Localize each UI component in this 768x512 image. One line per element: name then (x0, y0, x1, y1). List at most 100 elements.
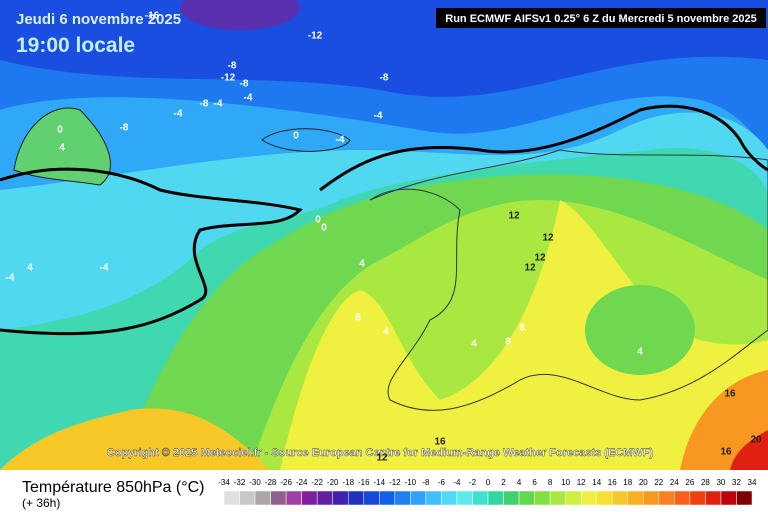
colorbar-tick-label: 10 (561, 478, 570, 487)
colorbar-cell (658, 490, 675, 506)
colorbar-tick-label: -26 (280, 478, 292, 487)
contour-label: 0 (57, 125, 63, 136)
legend-title: Température 850hPa (°C) (22, 479, 204, 496)
colorbar-cell (425, 490, 442, 506)
contour-label: 4 (471, 339, 477, 350)
colorbar-tick-label: -12 (389, 478, 401, 487)
contour-label: 20 (750, 435, 762, 446)
contour-label: 12 (542, 233, 554, 244)
colorbar-cell (689, 490, 706, 506)
colorbar-tick-label: 26 (685, 478, 694, 487)
contour-label: 4 (637, 347, 643, 358)
colorbar-tick-label: 16 (608, 478, 617, 487)
colorbar-tick-label: 28 (701, 478, 710, 487)
colorbar-cell (611, 490, 629, 506)
colorbar-cell (363, 490, 380, 506)
colorbar-tick-label: -30 (249, 478, 261, 487)
contour-label: -4 (100, 263, 109, 274)
colorbar-cell (347, 490, 365, 506)
contour-label: -8 (200, 99, 209, 110)
hot-region (0, 408, 270, 470)
colorbar-tick-label: 2 (501, 478, 506, 487)
colorbar-cell (565, 490, 582, 506)
contour-label: 16 (434, 437, 446, 448)
contour-label: 0 (315, 215, 321, 226)
contour-label: 4 (359, 259, 365, 270)
colorbar-cell (270, 490, 287, 506)
contour-label: -8 (120, 123, 129, 134)
colorbar-tick-label: -10 (405, 478, 417, 487)
contour-label: 12 (534, 253, 546, 264)
hot-region (730, 430, 768, 470)
mild-region (585, 285, 695, 375)
contour-label: -4 (374, 111, 383, 122)
contour-label: -4 (336, 135, 345, 146)
colorbar-tick-label: 34 (748, 478, 757, 487)
forecast-date: Jeudi 6 novembre 2025 (16, 11, 181, 28)
colorbar-cell (394, 490, 411, 506)
coastline (369, 149, 768, 411)
colorbar-tick-label: 6 (532, 478, 537, 487)
contour-label: -12 (308, 31, 323, 42)
copyright: Copyright © 2025 Meteociel.fr - Source E… (107, 447, 654, 459)
colorbar-tick-label: 22 (654, 478, 663, 487)
colorbar-tick-label: 32 (732, 478, 741, 487)
colorbar-tick-label: -6 (438, 478, 446, 487)
colorbar-tick-label: -14 (374, 478, 386, 487)
colorbar-cell (441, 490, 458, 506)
colorbar-tick-label: -8 (422, 478, 430, 487)
greenland (13, 107, 111, 186)
colorbar-cell (705, 490, 722, 506)
colorbar-tick-label: 14 (592, 478, 601, 487)
contour-label: 8 (519, 323, 525, 334)
colorbar-cell (736, 490, 753, 506)
contour-label: -12 (221, 73, 236, 84)
colorbar-cell (332, 490, 349, 506)
contour-label: -8 (240, 79, 249, 90)
colorbar-cell (239, 490, 256, 506)
colorbar-cell (580, 490, 597, 506)
colorbar-tick-label: -16 (358, 478, 370, 487)
colorbar-tick-label: -4 (453, 478, 461, 487)
colorbar-tick-label: 30 (716, 478, 725, 487)
contour-label: 4 (383, 327, 389, 338)
contour-label: -8 (380, 73, 389, 84)
contour-label: 12 (524, 263, 536, 274)
colorbar-cell (674, 490, 691, 506)
colorbar-tick-label: 4 (517, 478, 522, 487)
colorbar-tick-label: -24 (296, 478, 308, 487)
contour-label: 8 (505, 337, 511, 348)
contour-label: 16 (724, 389, 736, 400)
colorbar-cell (316, 490, 333, 506)
colorbar-cell (518, 490, 535, 506)
run-box (436, 8, 766, 28)
colorbar-tick-label: 24 (670, 478, 679, 487)
colorbar-cell (596, 490, 613, 506)
colorbar-tick-label: 20 (639, 478, 648, 487)
colorbar-cell (720, 490, 737, 506)
contour-label: -16 (145, 11, 160, 22)
colorbar-cell (549, 490, 566, 506)
colorbar-cell (410, 490, 427, 506)
colorbar-cell (472, 490, 489, 506)
contour-label: 8 (355, 313, 361, 324)
contour-label: 16 (720, 447, 732, 458)
colorbar-tick-label: -18 (342, 478, 354, 487)
colorbar-tick-label: 18 (623, 478, 632, 487)
colorbar-cell (379, 490, 396, 506)
contour-label: -4 (174, 109, 183, 120)
iceland (261, 128, 351, 152)
contour-label: 12 (508, 211, 520, 222)
colorbar-cell (456, 490, 473, 506)
colorbar-tick-label: -34 (218, 478, 230, 487)
warm-region (280, 200, 768, 470)
colorbar-cell (503, 490, 520, 506)
colorbar-cell (254, 490, 271, 506)
colorbar-cell (285, 490, 302, 506)
colorbar-cell (643, 490, 660, 506)
lead-time: (+ 36h) (22, 496, 60, 510)
forecast-time: 19:00 locale (16, 34, 135, 57)
contour-label: 12 (376, 453, 388, 464)
zero-isotherm (0, 104, 768, 336)
